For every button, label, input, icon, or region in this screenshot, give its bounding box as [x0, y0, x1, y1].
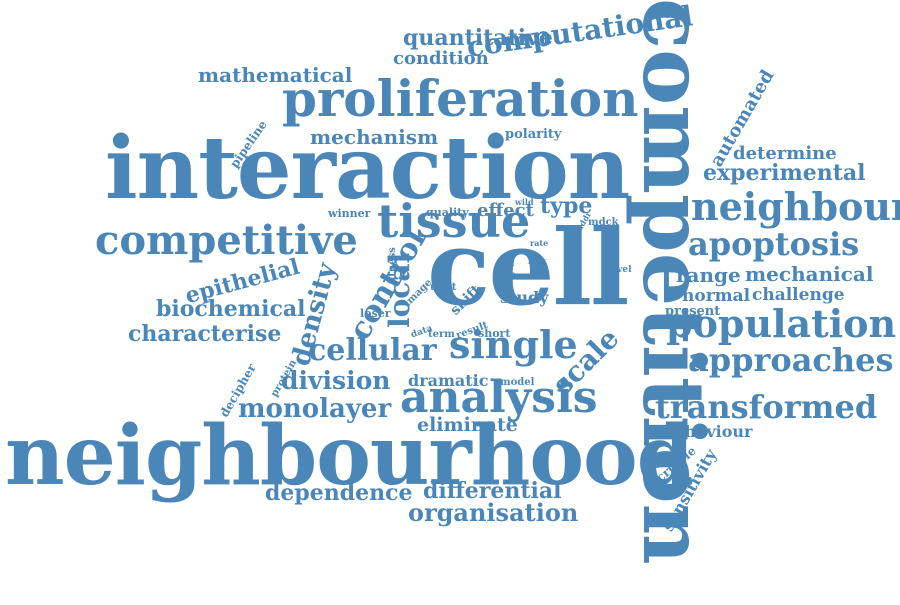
- word-neighbour: neighbour: [691, 184, 900, 229]
- word-approaches: approaches: [688, 341, 894, 379]
- word-single: single: [449, 322, 578, 367]
- word-proliferation: proliferation: [282, 69, 639, 128]
- word-condition: condition: [393, 48, 489, 69]
- word-wild: wild: [515, 197, 534, 207]
- word-tissue: tissue: [377, 194, 531, 248]
- word-competitive: competitive: [95, 217, 358, 264]
- word-neighbourhood: neighbourhood: [5, 408, 694, 504]
- word-transformed: transformed: [655, 388, 878, 426]
- word-rise: rise: [530, 265, 547, 275]
- word-determine: determine: [733, 143, 837, 164]
- word-effect: effect: [477, 200, 534, 221]
- word-dramatic: dramatic: [408, 371, 489, 390]
- word-short: short: [478, 327, 511, 340]
- word-dependence: dependence: [265, 480, 413, 506]
- word-eliminate: eliminate: [417, 414, 518, 436]
- word-polarity: polarity: [505, 127, 562, 142]
- word-monolayer: monolayer: [238, 394, 392, 424]
- word-mechanical: mechanical: [745, 262, 874, 286]
- word-tool: tool: [497, 258, 515, 268]
- word-type: type: [540, 193, 593, 219]
- word-biochemical: biochemical: [156, 296, 306, 322]
- word-behaviour: behaviour: [663, 422, 753, 441]
- word-challenge: challenge: [752, 285, 845, 305]
- word-division: division: [281, 366, 391, 395]
- word-mdck: mdck: [588, 217, 619, 228]
- word-rate: rate: [530, 238, 549, 248]
- word-quantitative: quantitative: [403, 25, 553, 51]
- word-apoptosis: apoptosis: [688, 225, 860, 263]
- word-unfit: unfit: [430, 282, 457, 293]
- word-differential: differential: [423, 478, 562, 504]
- word-interaction: interaction: [105, 118, 630, 219]
- word-term: term: [428, 329, 455, 340]
- word-normal: normal: [682, 286, 751, 306]
- word-model: model: [500, 377, 535, 388]
- word-fitness: fitness: [387, 247, 398, 284]
- word-reveal: reveal: [564, 259, 574, 290]
- word-winner: winner: [328, 207, 371, 220]
- word-lack: lack: [528, 256, 547, 266]
- word-quality: quality: [426, 206, 469, 219]
- word-analysis: analysis: [400, 372, 598, 423]
- word-cell: cell: [427, 206, 630, 329]
- word-characterise: characterise: [128, 321, 282, 347]
- word-cue: cue: [500, 269, 516, 279]
- word-cellular: cellular: [308, 333, 437, 368]
- word-population: population: [666, 301, 897, 346]
- word-experimental: experimental: [703, 160, 866, 186]
- word-loser: loser: [360, 307, 391, 320]
- word-study: study: [500, 288, 549, 307]
- word-level: level: [608, 265, 632, 275]
- word-mechanism: mechanism: [310, 125, 439, 149]
- word-mathematical: mathematical: [198, 63, 353, 87]
- word-present: present: [665, 304, 721, 319]
- word-organisation: organisation: [408, 498, 579, 527]
- word-range: range: [676, 263, 741, 287]
